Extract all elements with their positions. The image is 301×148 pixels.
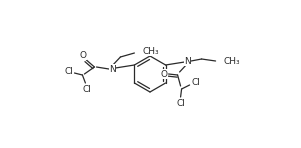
Text: Cl: Cl [176, 99, 185, 107]
Text: N: N [109, 65, 116, 74]
Text: O: O [160, 70, 167, 78]
Text: Cl: Cl [65, 66, 74, 75]
Text: Cl: Cl [83, 85, 92, 94]
Text: O: O [80, 50, 87, 59]
Text: CH₃: CH₃ [224, 57, 240, 66]
Text: N: N [184, 57, 191, 66]
Text: Cl: Cl [191, 78, 200, 86]
Text: CH₃: CH₃ [142, 46, 159, 56]
